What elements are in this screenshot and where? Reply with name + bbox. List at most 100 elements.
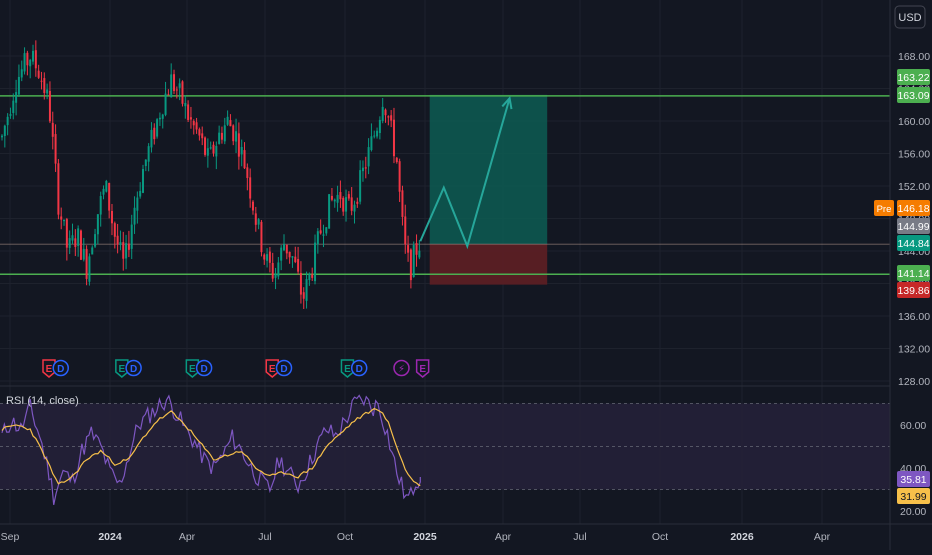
candle-body — [164, 93, 167, 115]
candle-body — [260, 221, 263, 253]
candle-body — [237, 133, 240, 157]
candle-body — [367, 147, 370, 167]
candle-body — [392, 119, 395, 157]
candle-body — [353, 204, 356, 212]
price-tag — [897, 87, 930, 103]
candle-body — [12, 100, 15, 114]
price-tag-text: 146.18 — [897, 203, 929, 215]
earnings-upcoming-marker[interactable] — [415, 359, 430, 378]
split-marker[interactable] — [393, 359, 410, 377]
candle-body — [285, 244, 288, 254]
candle-body — [3, 125, 6, 137]
candle-body — [161, 114, 164, 119]
candle-body — [116, 235, 119, 245]
candle-body — [322, 234, 325, 236]
candle-body — [23, 53, 26, 72]
currency-button[interactable] — [894, 5, 926, 29]
price-tag-text: 163.22 — [897, 72, 929, 84]
candle-body — [283, 244, 285, 251]
dividend-marker-letter: D — [57, 364, 64, 375]
candles-group — [1, 40, 421, 310]
price-tag — [897, 200, 930, 216]
earnings-negative-marker[interactable] — [42, 359, 56, 378]
dividend-marker[interactable] — [52, 359, 69, 377]
candle-body — [370, 136, 373, 151]
candle-body — [71, 235, 74, 241]
candle-body — [361, 167, 364, 172]
candle-body — [125, 243, 128, 259]
candle-body — [63, 219, 66, 222]
candle-body — [206, 148, 209, 156]
rsi-ma-line — [1, 407, 421, 487]
candle-body — [288, 251, 291, 258]
candle-body — [384, 109, 387, 116]
candle-body — [311, 274, 314, 278]
candle-body — [1, 135, 3, 138]
candle-body — [175, 89, 178, 91]
time-axis-tick: Sep — [1, 531, 20, 543]
candle-body — [345, 197, 348, 212]
candle-body — [226, 116, 229, 125]
candle-body — [376, 130, 379, 137]
candle-body — [192, 120, 195, 126]
earnings-positive-marker[interactable] — [340, 359, 355, 378]
candle-body — [201, 133, 204, 139]
candle-body — [401, 190, 404, 217]
candle-body — [302, 292, 305, 299]
candle-body — [173, 74, 176, 91]
candle-body — [102, 188, 105, 195]
earnings-positive-marker[interactable] — [115, 359, 129, 378]
candle-body — [212, 144, 215, 154]
candle-body — [299, 272, 302, 295]
dividend-marker[interactable] — [125, 359, 142, 377]
candle-body — [181, 81, 184, 104]
candle-body — [249, 177, 252, 199]
candle-body — [147, 146, 150, 162]
candle-body — [280, 247, 283, 261]
earnings-positive-marker[interactable] — [185, 359, 200, 378]
candle-body — [122, 242, 125, 259]
rsi-value-tag — [897, 471, 930, 487]
time-axis-tick: Apr — [814, 531, 831, 543]
candle-body — [37, 70, 40, 78]
candle-body — [184, 102, 187, 107]
candle-body — [144, 159, 147, 167]
candle-body — [9, 114, 12, 116]
candle-body — [150, 129, 153, 148]
candle-body — [305, 279, 308, 301]
rsi-indicator-label[interactable]: RSI (14, close) — [6, 395, 79, 407]
price-tags: 163.22 163.09 146.18 Pre 144.99 144.84 141.14 1… — [874, 69, 930, 504]
candle-body — [314, 242, 317, 282]
candle-body — [246, 167, 249, 178]
candle-body — [356, 201, 359, 204]
candle-body — [20, 69, 23, 78]
candle-body — [263, 254, 266, 260]
candle-body — [257, 219, 260, 225]
price-axis-tick: 132.00 — [898, 344, 930, 356]
candle-body — [398, 161, 401, 192]
earnings-negative-marker-letter: E — [269, 364, 276, 375]
dividend-marker[interactable] — [195, 359, 213, 377]
candle-body — [108, 183, 111, 211]
dividend-marker-letter: D — [356, 364, 363, 375]
projection-path[interactable] — [419, 97, 511, 250]
earnings-negative-marker[interactable] — [265, 359, 279, 378]
dividend-marker[interactable] — [350, 359, 368, 377]
price-axis-tick: 128.00 — [898, 376, 930, 388]
dividend-marker[interactable] — [275, 359, 293, 377]
candle-body — [328, 194, 331, 229]
candle-body — [404, 216, 407, 245]
candle-body — [251, 201, 254, 211]
candle-body — [218, 132, 221, 144]
time-axis-tick: 2026 — [730, 531, 754, 543]
candle-body — [395, 157, 398, 163]
split-marker-letter: ⚡ — [398, 364, 405, 375]
candle-body — [204, 137, 207, 155]
earnings-negative-marker-letter: E — [46, 364, 53, 375]
candle-body — [139, 190, 142, 197]
price-tag-text: 163.09 — [897, 90, 929, 102]
time-axis-tick: Oct — [652, 531, 668, 543]
stop-zone[interactable] — [429, 244, 548, 285]
